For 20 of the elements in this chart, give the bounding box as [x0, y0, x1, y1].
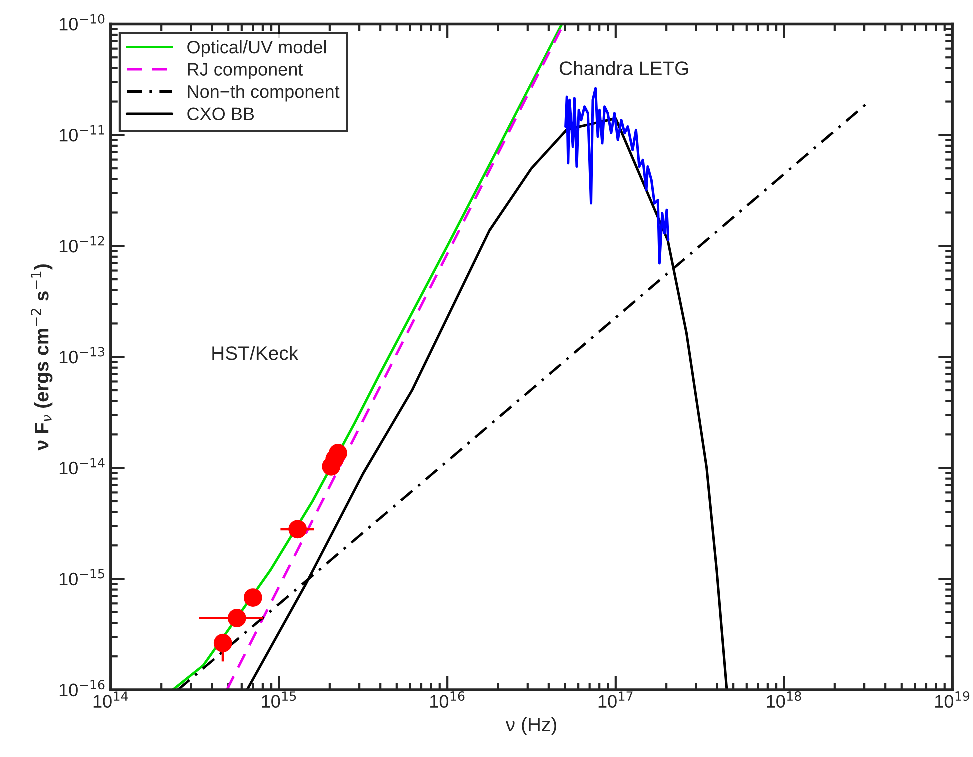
annotation: Chandra LETG: [560, 61, 688, 76]
x-tick-label: 10$^{16}$: [430, 692, 465, 708]
y-tick-label: 10$^{−13}$: [60, 347, 104, 364]
annotation: HST/Keck: [212, 346, 299, 360]
legend-label: Non−th component: [188, 84, 340, 102]
x-tick-label: 10$^{19}$: [936, 692, 970, 708]
x-tick-label: 10$^{14}$: [94, 692, 128, 708]
y-tick-label: 10$^{−10}$: [60, 14, 105, 31]
x-axis-title: ν (Hz): [506, 717, 556, 736]
y-tick-label: 10$^{−14}$: [60, 458, 105, 475]
legend-label: CXO BB: [188, 108, 254, 120]
legend-label: Optical/UV model: [188, 40, 326, 58]
x-tick-label: 10$^{15}$: [262, 692, 296, 708]
y-tick-label: 10$^{−15}$: [60, 569, 104, 586]
y-tick-label: 10$^{−12}$: [60, 236, 104, 253]
y-tick-label: 10$^{−11}$: [60, 125, 104, 142]
x-tick-label: 10$^{18}$: [767, 692, 802, 708]
y-axis-title: ν F$_{ν}$ (ergs cm$^{−2}$ s$^{−1}$): [31, 264, 53, 451]
legend-label: RJ component: [188, 63, 304, 80]
x-tick-label: 10$^{17}$: [598, 692, 633, 708]
